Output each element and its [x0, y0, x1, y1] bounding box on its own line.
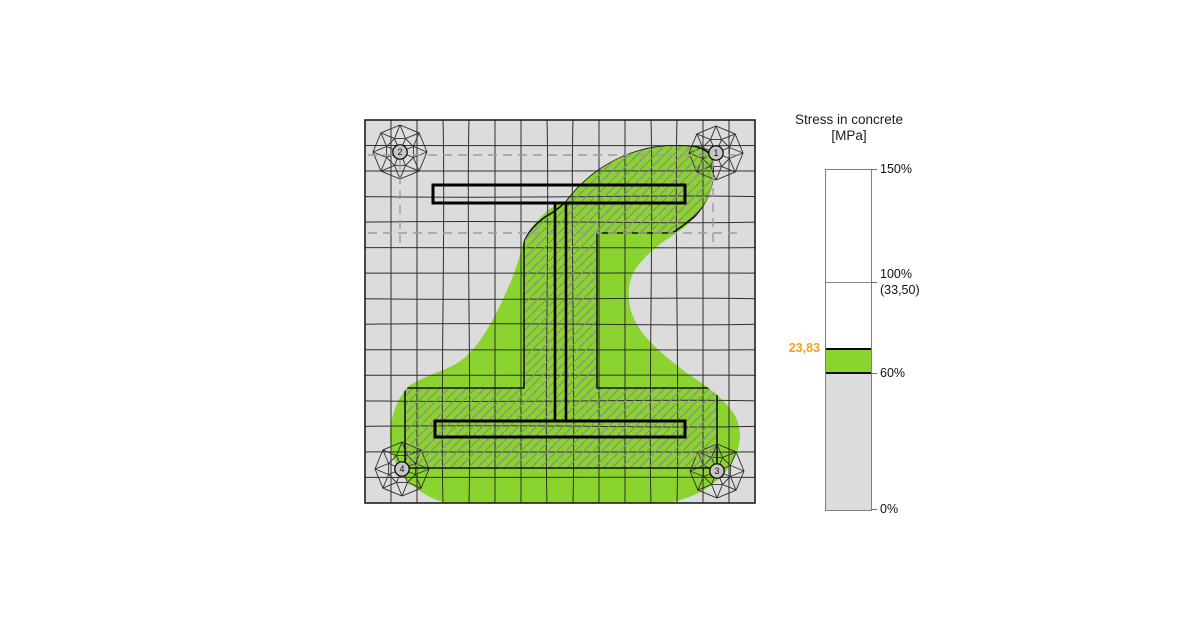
- legend-tick-60: [871, 373, 877, 374]
- node-circle-2: [392, 144, 408, 160]
- node-label: 4: [399, 464, 404, 474]
- node-fan-spoke: [374, 463, 389, 470]
- node-fan-spoke: [372, 146, 387, 153]
- web-outline: [553, 203, 568, 421]
- node-fan-spoke: [399, 124, 406, 139]
- node-fan-spoke: [716, 443, 723, 458]
- node-fan-spoke: [372, 151, 387, 158]
- node-fan-spoke: [716, 484, 723, 499]
- node-fan-spoke: [405, 164, 420, 172]
- legend-segment-current-green: [826, 348, 871, 374]
- node-fan-spoke: [382, 449, 390, 464]
- node-fan-spoke: [710, 125, 717, 140]
- legend-current-stress-value: 23,83: [788, 341, 820, 355]
- legend-unit: [MPa]: [831, 128, 867, 143]
- node-fan-spoke: [412, 157, 420, 172]
- node-fan-spoke: [696, 133, 704, 148]
- node-fan-spoke: [729, 476, 737, 491]
- node-fan-spoke: [396, 482, 403, 497]
- steel-beam-outline: [431, 183, 687, 439]
- node-label: 2: [397, 147, 402, 157]
- legend-label-150pct: 150%: [880, 162, 912, 176]
- node-fan-spoke: [394, 124, 401, 139]
- node-fan-spoke: [380, 157, 388, 172]
- node-fan-spoke: [380, 164, 395, 172]
- node-fan-spoke: [715, 166, 722, 181]
- legend-label-60pct: 60%: [880, 366, 906, 380]
- node-fan-spoke: [415, 468, 430, 475]
- node-fan-spoke: [412, 132, 420, 147]
- node-fan-spoke: [382, 449, 397, 457]
- legend-title-line1: Stress in concrete: [794, 112, 904, 127]
- node-fan-spoke: [399, 165, 406, 180]
- node-fan-spoke: [396, 441, 403, 456]
- node-fan-spoke: [374, 468, 389, 475]
- node-circle-3: [709, 463, 725, 479]
- node-fan-spoke: [722, 451, 737, 459]
- node-fan-spoke: [689, 470, 704, 477]
- node-fan-spoke: [697, 483, 712, 491]
- node-fan-spoke: [729, 451, 737, 466]
- node-fan-spoke: [380, 132, 395, 140]
- bottom-flange-outline: [433, 419, 687, 439]
- node-fan-spoke: [407, 481, 422, 489]
- node-circle-1: [708, 145, 724, 161]
- node-fan-spoke: [696, 133, 711, 141]
- node-fan-spoke: [380, 132, 388, 147]
- legend-title: Stress in concrete [MPa]: [768, 112, 930, 144]
- node-fan-spoke: [414, 474, 422, 489]
- mesh-line: [390, 120, 392, 503]
- node-fan-spoke: [722, 483, 737, 491]
- legend-label-0pct: 0%: [880, 502, 899, 516]
- node-fan-spoke: [697, 476, 705, 491]
- node-fan-spoke: [394, 165, 401, 180]
- node-fan-spoke: [405, 132, 420, 140]
- node-label: 3: [714, 466, 719, 476]
- legend-segment-100-to-current: [826, 283, 871, 348]
- node-fan-spoke: [728, 158, 736, 173]
- top-flange-outline: [431, 183, 687, 205]
- node-fan-spoke: [730, 470, 745, 477]
- hatch-effective-area: [404, 145, 718, 469]
- node-fan-spoke: [721, 133, 736, 141]
- node-fan-spoke: [711, 484, 718, 499]
- node-fan-spoke: [401, 482, 408, 497]
- legend-color-bar: [825, 169, 872, 511]
- plot-border: [364, 119, 756, 504]
- legend-segment-below-60: [826, 374, 871, 510]
- node-fan-spoke: [382, 481, 397, 489]
- node-fan-spoke: [715, 125, 722, 140]
- mesh-nodes: 1 2 3 4: [392, 144, 725, 479]
- node-label: 1: [713, 148, 718, 158]
- node-fan-spoke: [413, 146, 428, 153]
- node-fan-spoke: [730, 465, 745, 472]
- node-fan-spoke: [729, 147, 744, 154]
- node-fan-spoke: [721, 165, 736, 173]
- fem-mesh-plot: 1 2 3 4: [364, 119, 756, 504]
- legend-tick-150: [871, 169, 877, 170]
- node-fan-spoke: [728, 133, 736, 148]
- mesh-line: [728, 120, 730, 503]
- node-fan-spoke: [382, 474, 390, 489]
- legend-label-100pct: 100%: [880, 267, 912, 281]
- node-fan-spoke: [729, 152, 744, 159]
- legend-label-100pct-value: (33,50): [880, 283, 920, 297]
- legend-tick-0: [871, 509, 877, 510]
- legend-tick-100: [871, 282, 877, 283]
- node-circle-4: [394, 461, 410, 477]
- legend-segment-above-100: [826, 170, 871, 283]
